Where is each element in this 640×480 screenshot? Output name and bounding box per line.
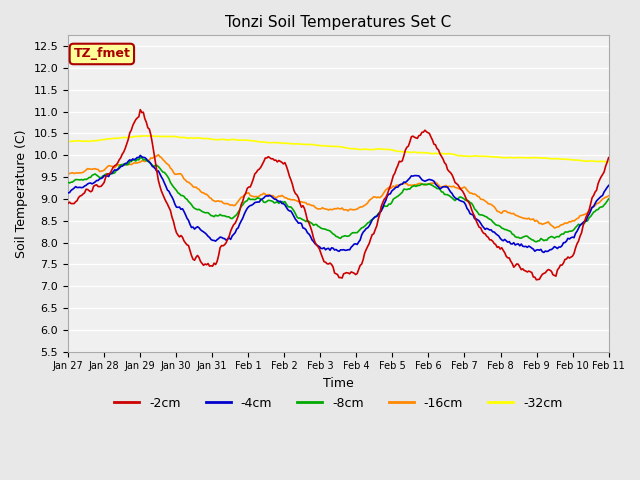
Y-axis label: Soil Temperature (C): Soil Temperature (C) bbox=[15, 129, 28, 258]
Title: Tonzi Soil Temperatures Set C: Tonzi Soil Temperatures Set C bbox=[225, 15, 451, 30]
Text: TZ_fmet: TZ_fmet bbox=[74, 48, 131, 60]
X-axis label: Time: Time bbox=[323, 377, 354, 390]
Legend: -2cm, -4cm, -8cm, -16cm, -32cm: -2cm, -4cm, -8cm, -16cm, -32cm bbox=[109, 392, 568, 415]
